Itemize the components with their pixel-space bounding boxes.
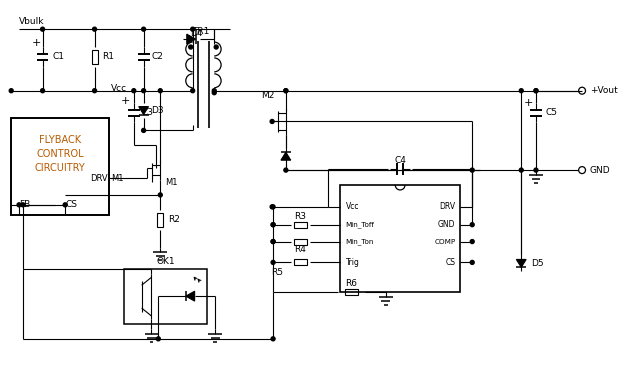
Polygon shape — [186, 291, 195, 301]
Text: R3: R3 — [295, 212, 306, 221]
Bar — [157, 213, 163, 227]
Text: OK1: OK1 — [157, 257, 175, 266]
Circle shape — [271, 205, 275, 209]
Circle shape — [470, 240, 474, 244]
Circle shape — [534, 89, 538, 93]
Bar — [92, 50, 97, 64]
Circle shape — [21, 203, 25, 207]
Circle shape — [271, 223, 275, 227]
Circle shape — [534, 168, 538, 172]
Bar — [294, 259, 308, 265]
Text: R4: R4 — [295, 245, 306, 254]
Text: Min_Toff: Min_Toff — [346, 221, 374, 228]
Text: Vcc: Vcc — [111, 84, 127, 93]
Text: +: + — [524, 98, 533, 107]
Bar — [340, 185, 461, 292]
Bar — [344, 289, 358, 295]
Text: DRV: DRV — [90, 174, 107, 183]
Circle shape — [470, 223, 474, 227]
Circle shape — [470, 261, 474, 264]
Polygon shape — [187, 34, 195, 44]
Text: Min_Ton: Min_Ton — [346, 238, 374, 245]
Polygon shape — [516, 259, 526, 268]
Circle shape — [9, 89, 13, 93]
Circle shape — [470, 168, 474, 172]
Circle shape — [191, 27, 195, 31]
Circle shape — [270, 120, 274, 123]
Text: C2: C2 — [152, 53, 163, 61]
Circle shape — [142, 89, 145, 93]
Circle shape — [41, 89, 44, 93]
Circle shape — [270, 205, 274, 209]
Circle shape — [271, 337, 275, 341]
Circle shape — [63, 203, 67, 207]
Text: FLYBACK: FLYBACK — [39, 135, 81, 145]
Circle shape — [158, 193, 162, 197]
Polygon shape — [281, 152, 291, 160]
Text: M2: M2 — [261, 91, 275, 100]
Text: M1: M1 — [165, 177, 178, 187]
Circle shape — [17, 203, 21, 207]
Circle shape — [534, 89, 538, 93]
Circle shape — [284, 89, 288, 93]
Text: C3: C3 — [142, 108, 154, 117]
Circle shape — [188, 45, 193, 49]
Text: R5: R5 — [271, 268, 283, 277]
Text: C5: C5 — [546, 108, 558, 117]
Text: CONTROL: CONTROL — [36, 149, 84, 159]
Text: +: + — [32, 38, 41, 48]
Circle shape — [519, 168, 523, 172]
Text: D4: D4 — [190, 29, 203, 38]
Text: CS: CS — [446, 258, 456, 267]
Text: R6: R6 — [346, 279, 358, 288]
Circle shape — [212, 91, 216, 95]
Text: FB: FB — [19, 200, 31, 209]
Circle shape — [284, 89, 288, 93]
Circle shape — [284, 168, 288, 172]
Circle shape — [271, 261, 275, 264]
Circle shape — [519, 89, 523, 93]
Circle shape — [271, 223, 275, 227]
Text: GND: GND — [438, 220, 456, 229]
Circle shape — [92, 89, 97, 93]
Text: CIRCUITRY: CIRCUITRY — [35, 163, 85, 173]
Text: TR1: TR1 — [192, 26, 209, 36]
Circle shape — [214, 45, 218, 49]
Circle shape — [271, 240, 275, 244]
Circle shape — [191, 89, 195, 93]
Circle shape — [132, 89, 136, 93]
Circle shape — [142, 27, 145, 31]
Circle shape — [142, 128, 145, 132]
Text: +: + — [121, 96, 130, 106]
Bar — [294, 222, 308, 228]
Circle shape — [41, 27, 44, 31]
Bar — [294, 238, 308, 245]
Circle shape — [157, 337, 160, 341]
Text: Vbulk: Vbulk — [19, 17, 44, 26]
Text: +Vout: +Vout — [590, 86, 618, 95]
Text: R2: R2 — [168, 215, 180, 224]
Circle shape — [271, 240, 275, 244]
Bar — [11, 118, 109, 215]
Text: Vcc: Vcc — [346, 202, 359, 211]
Circle shape — [158, 89, 162, 93]
Circle shape — [212, 89, 216, 93]
Text: COMP: COMP — [434, 238, 456, 245]
Text: DRV: DRV — [439, 202, 456, 211]
Text: R1: R1 — [102, 53, 114, 61]
Text: CS: CS — [65, 200, 77, 209]
Text: D3: D3 — [152, 106, 164, 115]
Text: C4: C4 — [394, 156, 406, 165]
Text: GND: GND — [590, 166, 610, 174]
Bar — [124, 269, 207, 324]
Polygon shape — [139, 107, 149, 114]
Text: Trig: Trig — [346, 258, 359, 267]
Circle shape — [92, 27, 97, 31]
Text: M1: M1 — [111, 174, 124, 183]
Text: D5: D5 — [531, 259, 544, 268]
Text: C1: C1 — [52, 53, 64, 61]
